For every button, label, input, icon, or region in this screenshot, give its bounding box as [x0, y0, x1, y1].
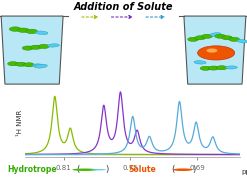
- Circle shape: [72, 169, 88, 171]
- Text: ppm: ppm: [242, 169, 247, 175]
- Ellipse shape: [226, 66, 237, 69]
- Circle shape: [22, 46, 33, 50]
- Circle shape: [77, 169, 93, 171]
- Text: ): ): [106, 165, 109, 174]
- Y-axis label: ¹H NMR: ¹H NMR: [17, 110, 23, 136]
- Circle shape: [198, 46, 235, 60]
- Circle shape: [215, 34, 226, 38]
- Circle shape: [30, 45, 41, 49]
- Ellipse shape: [33, 64, 44, 67]
- Circle shape: [229, 37, 240, 41]
- Ellipse shape: [47, 44, 60, 47]
- Circle shape: [9, 27, 21, 31]
- Circle shape: [195, 36, 206, 40]
- Circle shape: [18, 28, 29, 33]
- Circle shape: [173, 168, 193, 171]
- Circle shape: [222, 36, 233, 40]
- Polygon shape: [1, 16, 63, 84]
- Circle shape: [202, 34, 212, 38]
- Text: Addition of Solute: Addition of Solute: [74, 2, 173, 12]
- Circle shape: [38, 44, 49, 49]
- Text: Hydrotrope: Hydrotrope: [7, 165, 57, 174]
- Circle shape: [200, 66, 211, 70]
- Ellipse shape: [237, 40, 247, 43]
- Ellipse shape: [34, 64, 47, 68]
- Ellipse shape: [194, 61, 206, 64]
- Text: Solute: Solute: [128, 165, 156, 174]
- Circle shape: [188, 37, 198, 41]
- Circle shape: [8, 62, 19, 66]
- Ellipse shape: [35, 31, 48, 35]
- Circle shape: [206, 49, 217, 53]
- Ellipse shape: [91, 169, 106, 170]
- Circle shape: [208, 66, 219, 70]
- Circle shape: [81, 169, 97, 171]
- Text: ): ): [192, 165, 196, 174]
- Circle shape: [26, 29, 38, 34]
- Polygon shape: [184, 16, 246, 84]
- Circle shape: [16, 62, 26, 66]
- Text: (: (: [76, 165, 80, 174]
- Circle shape: [216, 66, 227, 70]
- Ellipse shape: [210, 33, 221, 36]
- Circle shape: [23, 63, 34, 67]
- Text: (: (: [171, 165, 175, 174]
